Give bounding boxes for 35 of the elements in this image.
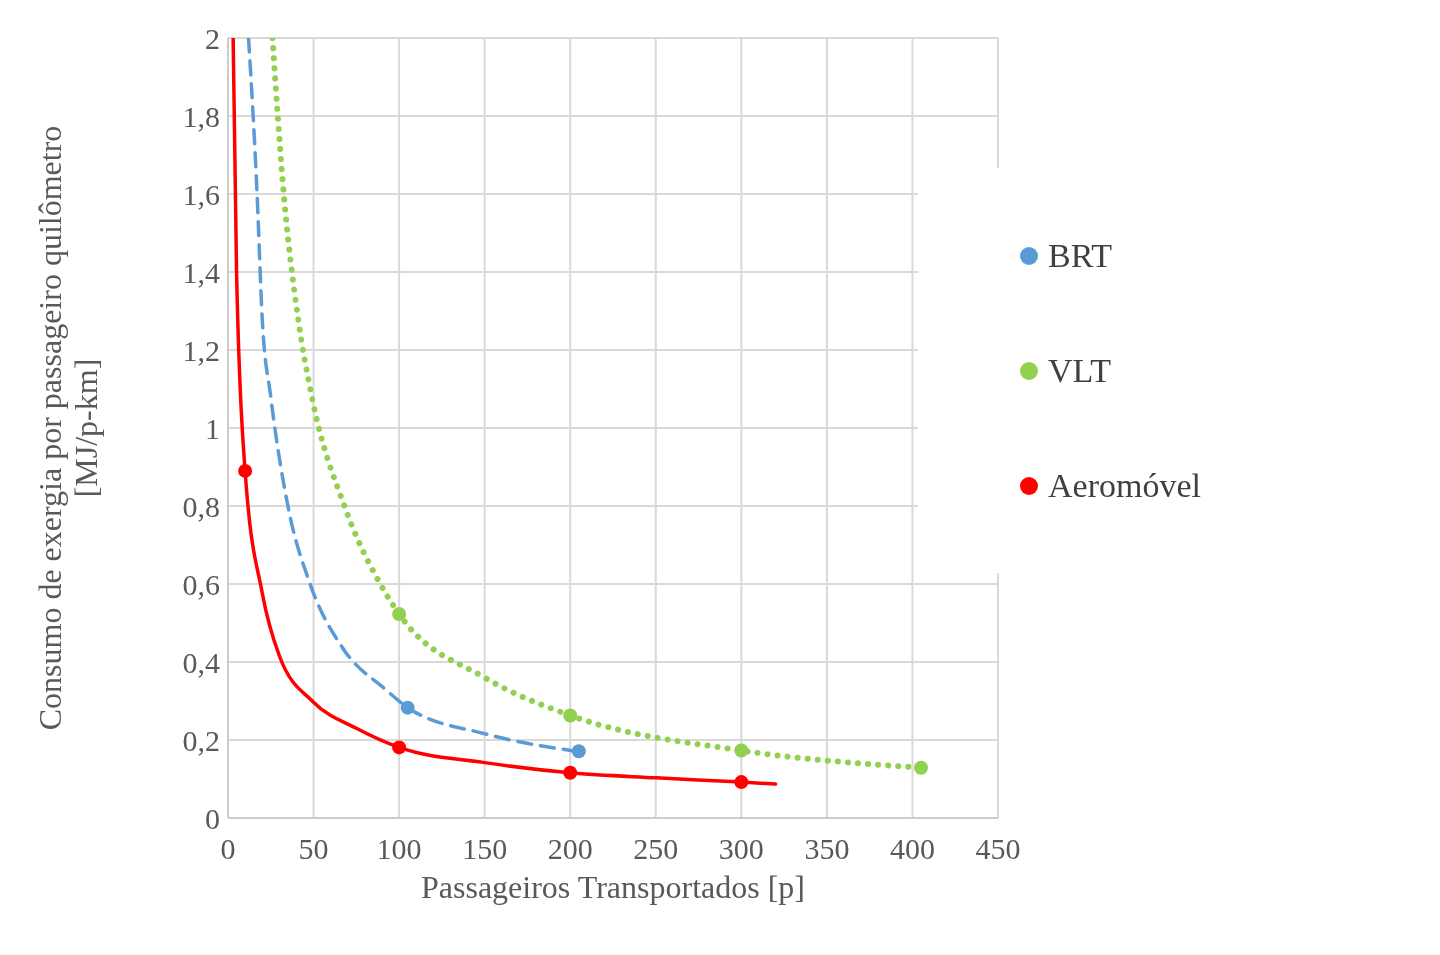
x-tick-label: 200 (547, 832, 593, 866)
y-tick-label: 1,4 (182, 255, 220, 289)
legend-label: VLT (1048, 351, 1111, 390)
y-tick-label: 0 (205, 801, 220, 835)
point (238, 463, 253, 478)
x-tick-label: 100 (376, 832, 422, 866)
y-axis-title: Consumo de exergia por passageiro quilômetro [MJ/p-km] (32, 125, 104, 731)
legend-label: BRT (1048, 236, 1113, 275)
x-tick-label: 350 (804, 832, 850, 866)
x-axis-title: Passageiros Transportados [p] (421, 869, 805, 905)
point (571, 744, 586, 759)
point (400, 700, 415, 715)
x-tick-label: 150 (462, 832, 508, 866)
y-tick-label: 0,2 (182, 723, 220, 757)
x-tick-label: 400 (889, 832, 935, 866)
x-tick-label: 250 (633, 832, 679, 866)
x-tick-label: 300 (718, 832, 764, 866)
y-tick-label: 1,6 (182, 177, 220, 211)
point (734, 743, 749, 758)
point (914, 760, 928, 775)
x-tick-label: 50 (298, 832, 329, 866)
y-tick-label: 0,4 (182, 645, 220, 679)
point (563, 765, 578, 780)
y-tick-label: 0,8 (182, 489, 220, 523)
y-tick-label: 1 (205, 411, 220, 445)
y-tick-label: 2 (205, 21, 220, 55)
point (734, 775, 749, 790)
legend-label: Aeromóvel (1048, 466, 1201, 505)
y-tick-label: 1,2 (182, 333, 220, 367)
point (392, 740, 407, 755)
point (392, 607, 407, 622)
point (563, 708, 578, 723)
y-tick-label: 1,8 (182, 99, 220, 133)
y-tick-label: 0,6 (182, 567, 220, 601)
x-tick-label: 450 (975, 832, 1021, 866)
